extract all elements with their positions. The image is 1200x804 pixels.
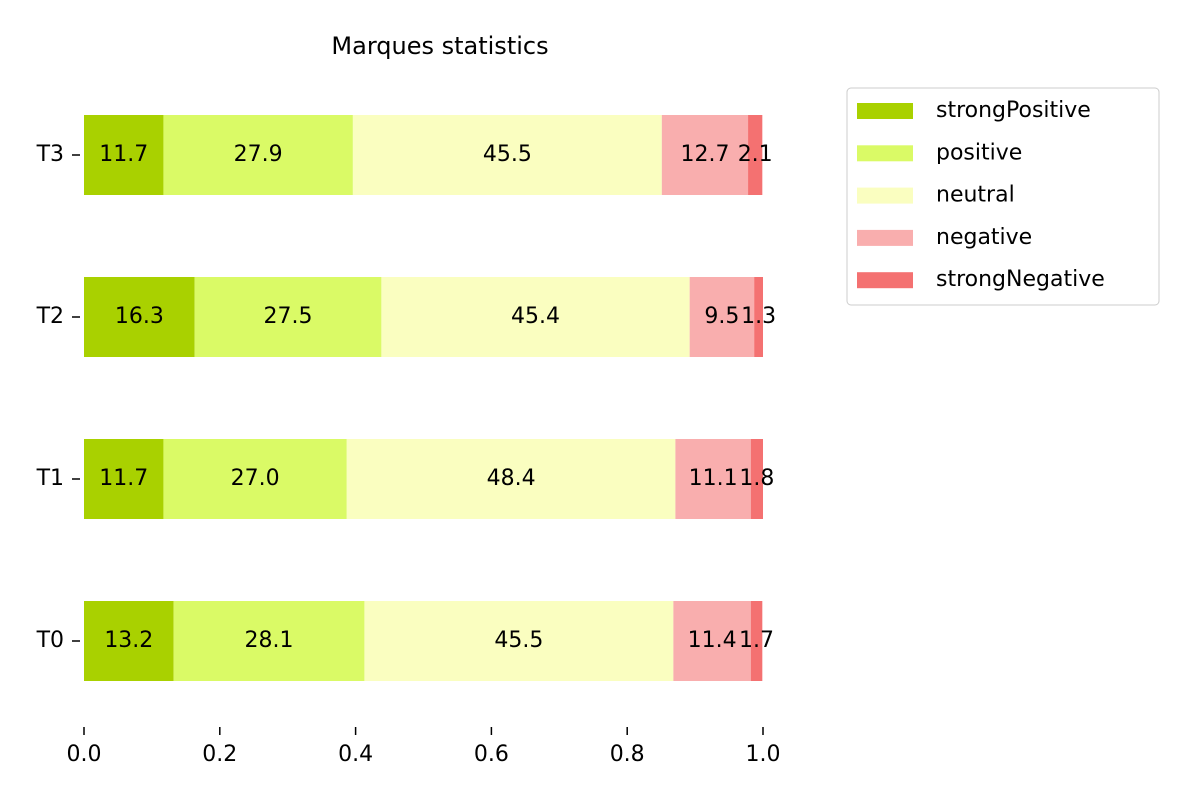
value-label: 27.5 — [264, 304, 313, 329]
bar-segment — [754, 277, 763, 357]
bar-segment — [194, 277, 382, 357]
bar-segment — [364, 601, 674, 681]
value-label: 11.4 — [688, 628, 737, 653]
legend-label: neutral — [936, 183, 1015, 208]
y-tick-label: T2 — [36, 304, 64, 329]
legend-label: strongPositive — [936, 98, 1091, 123]
bar-segment — [84, 601, 174, 681]
x-tick-label: 0.8 — [610, 742, 645, 767]
legend-swatch — [857, 187, 913, 204]
value-label: 45.5 — [483, 142, 532, 167]
value-label: 2.1 — [738, 142, 773, 167]
bar-segment — [352, 115, 662, 195]
x-tick-label: 0.4 — [338, 742, 373, 767]
chart-title: Marques statistics — [331, 32, 548, 60]
bar-segment — [346, 439, 676, 519]
value-label: 11.7 — [99, 142, 148, 167]
x-tick-label: 0.6 — [474, 742, 509, 767]
value-label: 16.3 — [115, 304, 164, 329]
value-label: 12.7 — [680, 142, 729, 167]
legend-label: negative — [936, 225, 1032, 250]
legend-label: strongNegative — [936, 267, 1105, 292]
value-label: 1.3 — [741, 304, 776, 329]
y-tick-label: T3 — [36, 142, 64, 167]
bar-segment — [163, 115, 353, 195]
bar-segment — [84, 277, 195, 357]
bar-segment — [173, 601, 365, 681]
legend-swatch — [857, 103, 913, 119]
legend-swatch — [857, 229, 913, 246]
value-label: 13.2 — [104, 628, 153, 653]
legend-swatch — [857, 272, 913, 289]
value-label: 11.1 — [689, 466, 738, 491]
bar-segment — [689, 277, 755, 357]
bar-segment — [748, 115, 763, 195]
y-tick-label: T1 — [36, 466, 64, 491]
legend-label: positive — [936, 140, 1022, 165]
bar-segment — [84, 115, 164, 195]
value-label: 27.9 — [234, 142, 283, 167]
bar-segment — [750, 601, 763, 681]
value-label: 48.4 — [487, 466, 536, 491]
value-label: 45.4 — [511, 304, 560, 329]
bar-segment — [750, 439, 763, 519]
value-label: 28.1 — [245, 628, 294, 653]
value-label: 27.0 — [231, 466, 280, 491]
value-label: 45.5 — [494, 628, 543, 653]
value-label: 1.7 — [739, 628, 774, 653]
y-tick-label: T0 — [36, 628, 64, 653]
value-label: 11.7 — [99, 466, 148, 491]
bar-segment — [675, 439, 751, 519]
value-label: 9.5 — [704, 304, 739, 329]
bar-segment — [163, 439, 347, 519]
bar-segment — [661, 115, 749, 195]
bar-segment — [84, 439, 164, 519]
legend-box — [846, 87, 1160, 306]
x-tick-label: 0.2 — [202, 742, 237, 767]
bar-segment — [381, 277, 690, 357]
bar-segment — [673, 601, 751, 681]
value-label: 1.8 — [739, 466, 774, 491]
legend-swatch — [857, 145, 913, 162]
x-tick-label: 0.0 — [67, 742, 102, 767]
x-tick-label: 1.0 — [746, 742, 781, 767]
